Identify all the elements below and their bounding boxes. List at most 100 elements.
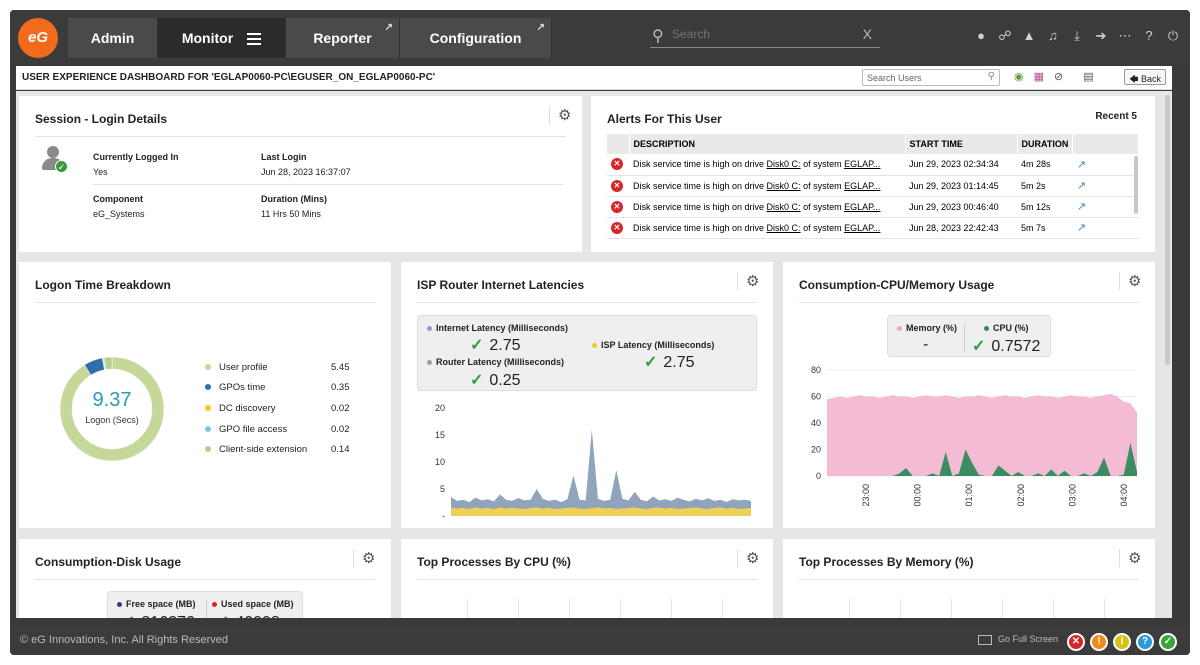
panel-title: Session - Login Details: [35, 112, 168, 126]
fullscreen-icon: [978, 634, 992, 645]
normal-icon[interactable]: ✓: [1159, 633, 1177, 651]
help-icon[interactable]: ?: [1145, 28, 1153, 43]
table-row[interactable]: ✕ Disk service time is high on drive Dis…: [607, 175, 1139, 197]
component-label: Component: [93, 194, 143, 204]
sign-in-icon[interactable]: ➔: [1095, 28, 1107, 43]
bell-icon[interactable]: ♫: [1048, 28, 1058, 43]
menu-icon[interactable]: [247, 30, 262, 48]
gear-icon[interactable]: ⚙: [1119, 549, 1141, 567]
top-navbar: eG Admin Monitor Reporter ↗ Configuration…: [10, 10, 1190, 64]
download-icon[interactable]: ⤓: [1074, 28, 1080, 43]
link-icon[interactable]: ☍: [998, 28, 1012, 43]
system-link[interactable]: EGLAP...: [844, 201, 881, 212]
y-tick-label: 20: [811, 445, 821, 455]
series-area[interactable]: [451, 507, 751, 516]
power-icon[interactable]: ⏻: [1167, 28, 1179, 43]
chart-grid: [799, 599, 1139, 618]
tab-admin[interactable]: Admin: [68, 18, 158, 58]
metric-value: ✓ 2.75: [644, 354, 695, 371]
global-search-input[interactable]: [672, 27, 852, 41]
more-icon[interactable]: ⋯: [1118, 28, 1132, 43]
tab-monitor[interactable]: Monitor: [158, 18, 286, 58]
globe-icon[interactable]: ◉: [1014, 71, 1024, 83]
alerts-scrollbar[interactable]: [1134, 156, 1138, 214]
drive-link[interactable]: Disk0 C:: [766, 222, 801, 233]
panel-title: Top Processes By Memory (%): [799, 555, 974, 569]
metric-value: ✓40998: [216, 612, 280, 618]
dashboard-content: Session - Login Details ⚙ ✓ Currently Lo…: [16, 91, 1172, 618]
tab-reporter[interactable]: Reporter ↗: [286, 18, 400, 58]
trend-chart-icon[interactable]: ↗: [1076, 201, 1087, 213]
alerts-table: DESCRIPTION START TIME DURATION ✕ Disk s…: [607, 134, 1139, 239]
check-icon: ✓: [470, 337, 484, 354]
legend-item: Client-side extension 0.14: [205, 444, 350, 455]
search-icon: ⚲: [652, 28, 664, 45]
metric-label: Internet Latency (Milliseconds): [427, 323, 568, 333]
gear-icon[interactable]: ⚙: [1119, 272, 1141, 290]
monitor-icon[interactable]: ▤: [1083, 71, 1094, 83]
series-area[interactable]: [827, 442, 1137, 476]
table-row[interactable]: ✕ Disk service time is high on drive Dis…: [607, 217, 1139, 239]
system-link[interactable]: EGLAP...: [844, 222, 881, 233]
metric-value: ✓ 2.75: [470, 337, 521, 354]
trend-chart-icon[interactable]: ↗: [1076, 180, 1087, 192]
table-row[interactable]: ✕ Disk service time is high on drive Dis…: [607, 154, 1139, 176]
back-button[interactable]: 🡄 Back: [1124, 69, 1166, 85]
drive-link[interactable]: Disk0 C:: [766, 180, 801, 191]
donut-slice[interactable]: [104, 356, 113, 370]
check-icon: ✓: [644, 354, 658, 371]
hide-icon[interactable]: ⊘: [1054, 71, 1064, 83]
user-icon[interactable]: ●: [977, 28, 985, 43]
grid-icon[interactable]: ▦: [1033, 71, 1045, 83]
metric-label: Memory (%): [897, 323, 957, 333]
critical-icon: ✕: [611, 200, 623, 213]
gear-icon[interactable]: ⚙: [737, 549, 759, 567]
metric-label: Used space (MB): [212, 599, 294, 609]
fullscreen-button[interactable]: Go Full Screen: [978, 634, 1058, 645]
system-link[interactable]: EGLAP...: [844, 159, 881, 170]
check-icon: ✓: [972, 338, 986, 355]
donut-total-label: Logon (Secs): [85, 415, 139, 425]
minor-icon[interactable]: i: [1113, 633, 1131, 651]
critical-icon: ✕: [611, 221, 623, 234]
gear-icon[interactable]: ⚙: [737, 272, 759, 290]
drive-link[interactable]: Disk0 C:: [766, 201, 801, 212]
series-area[interactable]: [827, 393, 1137, 476]
logon-panel: Logon Time Breakdown 9.37 Logon (Secs) U…: [19, 262, 391, 528]
donut-total: 9.37: [93, 389, 132, 411]
series-area[interactable]: [451, 429, 751, 516]
top-cpu-panel: Top Processes By CPU (%) ⚙: [401, 539, 773, 618]
system-link[interactable]: EGLAP...: [844, 180, 881, 191]
metric-value: ✓216276: [122, 612, 195, 618]
metric-label: ISP Latency (Milliseconds): [592, 340, 714, 350]
page-scrollbar[interactable]: [1165, 95, 1170, 365]
y-tick-label: 60: [811, 392, 821, 402]
last-login-label: Last Login: [261, 152, 307, 162]
copyright: © eG Innovations, Inc. All Rights Reserv…: [20, 634, 229, 646]
alarm-icon[interactable]: ▲: [1022, 28, 1036, 43]
search-icon: ⚲: [987, 71, 995, 82]
trend-chart-icon[interactable]: ↗: [1076, 222, 1087, 234]
panel-title: Consumption-CPU/Memory Usage: [799, 278, 995, 292]
tab-configuration[interactable]: Configuration ↗: [400, 18, 552, 58]
table-row[interactable]: ✕ Disk service time is high on drive Dis…: [607, 196, 1139, 218]
legend-item: GPOs time 0.35: [205, 382, 350, 393]
app-window: eG Admin Monitor Reporter ↗ Configuration…: [10, 10, 1190, 655]
drive-link[interactable]: Disk0 C:: [766, 159, 801, 170]
logon-donut-chart: 9.37 Logon (Secs): [59, 356, 165, 462]
gear-icon[interactable]: ⚙: [353, 549, 375, 567]
critical-icon: ✕: [611, 179, 623, 192]
major-icon[interactable]: !: [1090, 633, 1108, 651]
search-users-input[interactable]: Search Users ⚲: [862, 69, 1000, 86]
eg-logo[interactable]: eG: [18, 18, 58, 58]
unknown-icon[interactable]: ?: [1136, 633, 1154, 651]
clear-search-icon[interactable]: X: [862, 26, 872, 42]
column-header: START TIME: [905, 134, 1018, 154]
critical-icon[interactable]: ✕: [1067, 633, 1085, 651]
trend-chart-icon[interactable]: ↗: [1076, 158, 1087, 171]
donut-slice[interactable]: [59, 356, 165, 462]
panel-title: Consumption-Disk Usage: [35, 555, 182, 569]
x-tick-label: 02:00: [1016, 484, 1026, 507]
gear-icon[interactable]: ⚙: [549, 106, 571, 124]
logged-in-label: Currently Logged In: [93, 152, 179, 162]
